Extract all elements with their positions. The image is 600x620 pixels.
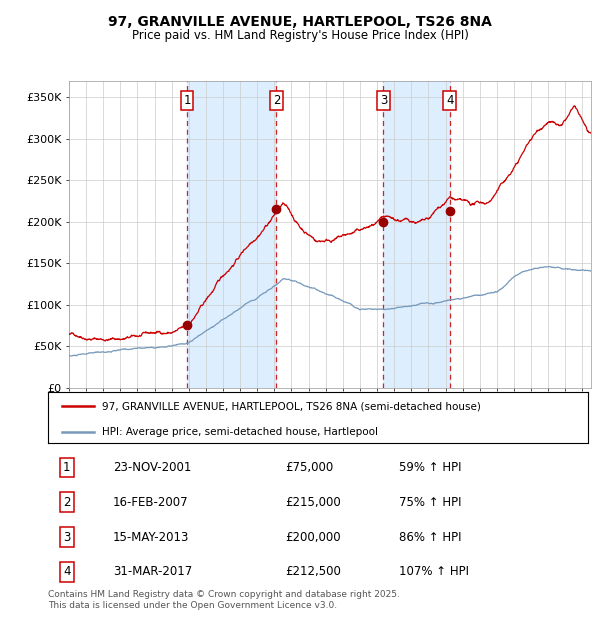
Text: 4: 4 [446, 94, 454, 107]
Bar [187, 81, 277, 388]
Text: 2: 2 [272, 94, 280, 107]
Text: 59% ↑ HPI: 59% ↑ HPI [399, 461, 461, 474]
Text: 97, GRANVILLE AVENUE, HARTLEPOOL, TS26 8NA: 97, GRANVILLE AVENUE, HARTLEPOOL, TS26 8… [108, 16, 492, 30]
Text: £212,500: £212,500 [286, 565, 341, 578]
Text: 23-NOV-2001: 23-NOV-2001 [113, 461, 191, 474]
Text: 107% ↑ HPI: 107% ↑ HPI [399, 565, 469, 578]
Text: 15-MAY-2013: 15-MAY-2013 [113, 531, 189, 544]
Text: Price paid vs. HM Land Registry's House Price Index (HPI): Price paid vs. HM Land Registry's House … [131, 29, 469, 42]
Text: £215,000: £215,000 [286, 496, 341, 508]
Text: £75,000: £75,000 [286, 461, 334, 474]
Text: 3: 3 [63, 531, 71, 544]
Text: 31-MAR-2017: 31-MAR-2017 [113, 565, 192, 578]
Text: 4: 4 [63, 565, 71, 578]
Text: 1: 1 [184, 94, 191, 107]
Text: 1: 1 [63, 461, 71, 474]
Text: 75% ↑ HPI: 75% ↑ HPI [399, 496, 461, 508]
Text: 86% ↑ HPI: 86% ↑ HPI [399, 531, 461, 544]
Text: £200,000: £200,000 [286, 531, 341, 544]
Text: HPI: Average price, semi-detached house, Hartlepool: HPI: Average price, semi-detached house,… [102, 427, 378, 437]
Text: 97, GRANVILLE AVENUE, HARTLEPOOL, TS26 8NA (semi-detached house): 97, GRANVILLE AVENUE, HARTLEPOOL, TS26 8… [102, 401, 481, 411]
Bar [383, 81, 450, 388]
Text: Contains HM Land Registry data © Crown copyright and database right 2025.
This d: Contains HM Land Registry data © Crown c… [48, 590, 400, 609]
Text: 3: 3 [380, 94, 387, 107]
Text: 16-FEB-2007: 16-FEB-2007 [113, 496, 188, 508]
Text: 2: 2 [63, 496, 71, 508]
